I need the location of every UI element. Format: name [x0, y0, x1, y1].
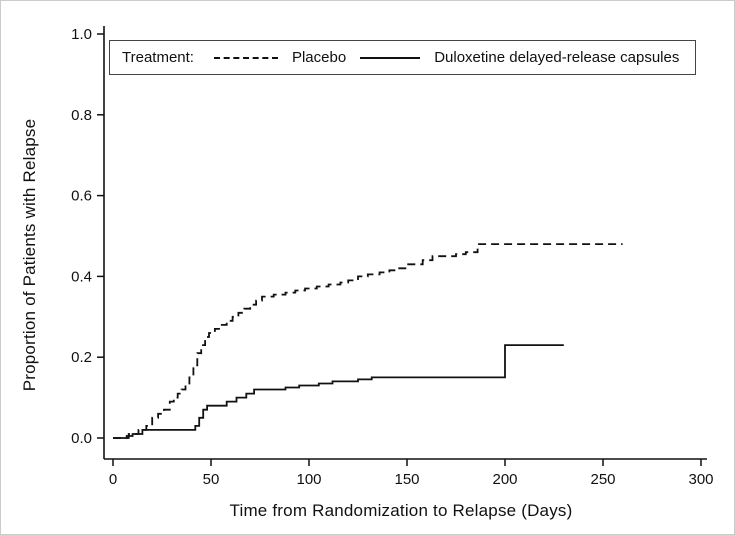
- y-tick-label: 0.0: [71, 430, 92, 447]
- legend: Treatment: Placebo Duloxetine delayed-re…: [109, 40, 697, 75]
- x-tick-label: 300: [688, 471, 713, 488]
- axis-tick-labels: 0 50 100 150 200 250 300 0.0 0.2 0.4 0.6 0.8 1.0: [71, 26, 713, 488]
- y-tick-label: 0.2: [71, 349, 92, 366]
- x-tick-label: 200: [492, 471, 517, 488]
- legend-label-duloxetine: Duloxetine delayed-release capsules: [434, 49, 680, 66]
- axes: [103, 26, 707, 460]
- x-tick-label: 50: [203, 471, 220, 488]
- legend-title: Treatment:: [122, 49, 194, 66]
- y-tick-label: 1.0: [71, 26, 92, 43]
- y-tick-label: 0.4: [71, 268, 92, 285]
- x-tick-label: 100: [296, 471, 321, 488]
- legend-label-placebo: Placebo: [291, 49, 347, 66]
- y-axis-title: Proportion of Patients with Relapse: [20, 118, 39, 392]
- x-tick-label: 150: [394, 471, 419, 488]
- x-axis-title: Time from Randomization to Relapse (Days…: [229, 501, 573, 520]
- duloxetine-solid-line-sample: [360, 56, 421, 59]
- y-tick-label: 0.6: [71, 188, 92, 205]
- placebo-dashed-line-sample: [213, 56, 278, 59]
- y-tick-label: 0.8: [71, 107, 92, 124]
- series-line-duloxetine: [113, 344, 564, 439]
- series-line-placebo: [113, 243, 623, 439]
- x-tick-label: 250: [590, 471, 615, 488]
- series-lines: [113, 243, 623, 439]
- axis-ticks: [97, 33, 702, 466]
- x-tick-label: 0: [109, 471, 117, 488]
